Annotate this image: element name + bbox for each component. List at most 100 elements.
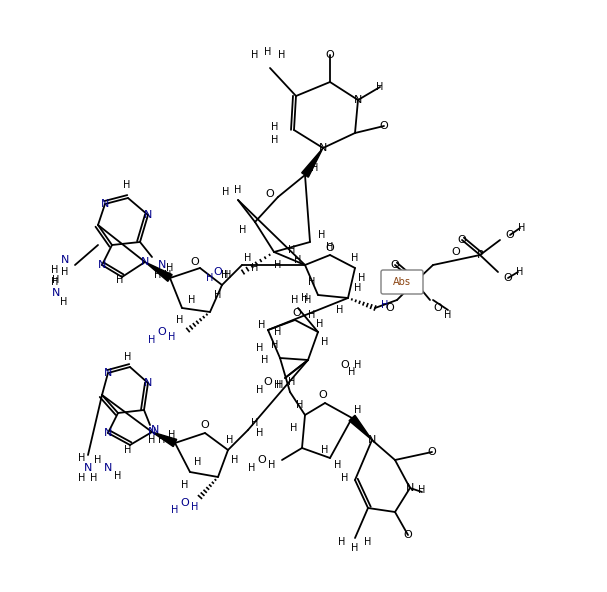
- Text: H: H: [308, 277, 316, 287]
- Text: N: N: [151, 425, 159, 435]
- Text: H: H: [304, 295, 311, 305]
- Text: H: H: [316, 319, 324, 329]
- Text: O: O: [158, 327, 166, 337]
- Text: H: H: [418, 485, 426, 495]
- Text: H: H: [311, 163, 319, 173]
- Text: O: O: [263, 377, 273, 387]
- Text: O: O: [433, 303, 443, 313]
- Text: P: P: [476, 250, 483, 260]
- Text: H: H: [341, 473, 348, 483]
- Text: O: O: [266, 189, 274, 199]
- Text: O: O: [404, 530, 412, 540]
- Text: H: H: [517, 267, 524, 277]
- Text: H: H: [123, 180, 131, 190]
- Text: O: O: [201, 420, 209, 430]
- Text: H: H: [291, 295, 299, 305]
- Text: N: N: [84, 463, 92, 473]
- Polygon shape: [302, 148, 323, 177]
- Text: H: H: [148, 335, 155, 345]
- Text: H: H: [321, 445, 328, 455]
- Text: H: H: [274, 260, 282, 270]
- Text: H: H: [274, 327, 282, 337]
- Text: H: H: [248, 463, 256, 473]
- Text: H: H: [231, 455, 239, 465]
- Text: H: H: [124, 352, 132, 362]
- Text: H: H: [256, 343, 263, 353]
- Text: H: H: [321, 337, 328, 347]
- Text: H: H: [348, 367, 356, 377]
- Text: H: H: [288, 377, 296, 387]
- Text: H: H: [288, 245, 296, 255]
- Text: H: H: [176, 315, 184, 325]
- Text: N: N: [104, 428, 112, 438]
- Text: H: H: [261, 355, 269, 365]
- Text: H: H: [271, 122, 279, 132]
- Text: H: H: [276, 380, 283, 390]
- Text: H: H: [168, 430, 175, 440]
- Text: H: H: [114, 471, 121, 481]
- Text: O: O: [341, 360, 350, 370]
- Text: P: P: [412, 277, 418, 287]
- Text: H: H: [181, 480, 189, 490]
- Text: H: H: [259, 320, 266, 330]
- Text: N: N: [158, 260, 166, 270]
- Text: H: H: [94, 455, 102, 465]
- Text: H: H: [225, 270, 232, 280]
- Text: Abs: Abs: [393, 277, 411, 287]
- Text: O: O: [391, 260, 399, 270]
- Text: O: O: [319, 390, 327, 400]
- Text: H: H: [364, 537, 371, 547]
- Text: H: H: [206, 273, 214, 283]
- Text: H: H: [308, 310, 316, 320]
- Text: H: H: [166, 263, 174, 273]
- Text: H: H: [78, 473, 86, 483]
- Text: H: H: [354, 405, 362, 415]
- FancyBboxPatch shape: [381, 270, 423, 294]
- Text: H: H: [117, 275, 124, 285]
- Text: H: H: [52, 277, 59, 287]
- Text: H: H: [124, 445, 132, 455]
- Text: H: H: [60, 297, 68, 307]
- Text: O: O: [504, 273, 512, 283]
- Text: N: N: [144, 210, 152, 220]
- Text: H: H: [90, 473, 98, 483]
- Text: N: N: [104, 368, 112, 378]
- Text: H: H: [256, 385, 263, 395]
- Text: H: H: [334, 460, 342, 470]
- Text: H: H: [222, 187, 229, 197]
- Text: N: N: [141, 257, 149, 267]
- Text: N: N: [61, 255, 69, 265]
- Text: N: N: [354, 95, 362, 105]
- Text: H: H: [78, 453, 86, 463]
- Text: O: O: [293, 308, 301, 318]
- Text: H: H: [354, 360, 362, 370]
- Text: H: H: [294, 255, 302, 265]
- Text: H: H: [154, 270, 161, 280]
- Text: H: H: [274, 380, 282, 390]
- Text: H: H: [251, 418, 259, 428]
- Text: H: H: [381, 300, 388, 310]
- Text: H: H: [226, 435, 234, 445]
- Text: H: H: [158, 435, 166, 445]
- Text: O: O: [325, 50, 334, 60]
- Text: H: H: [301, 293, 309, 303]
- Text: H: H: [61, 267, 69, 277]
- Text: H: H: [271, 340, 279, 350]
- Text: H: H: [354, 283, 362, 293]
- Text: H: H: [244, 253, 252, 263]
- Text: H: H: [376, 82, 384, 92]
- Text: H: H: [338, 537, 346, 547]
- Text: O: O: [452, 247, 460, 257]
- Polygon shape: [152, 432, 177, 446]
- Text: H: H: [318, 230, 326, 240]
- Text: H: H: [336, 305, 344, 315]
- Text: H: H: [358, 273, 365, 283]
- Text: H: H: [148, 435, 155, 445]
- Text: H: H: [52, 275, 59, 285]
- Text: H: H: [164, 270, 172, 280]
- Text: N: N: [52, 288, 60, 298]
- Text: N: N: [98, 260, 106, 270]
- Text: H: H: [194, 457, 202, 467]
- Text: O: O: [506, 230, 514, 240]
- Text: H: H: [351, 253, 359, 263]
